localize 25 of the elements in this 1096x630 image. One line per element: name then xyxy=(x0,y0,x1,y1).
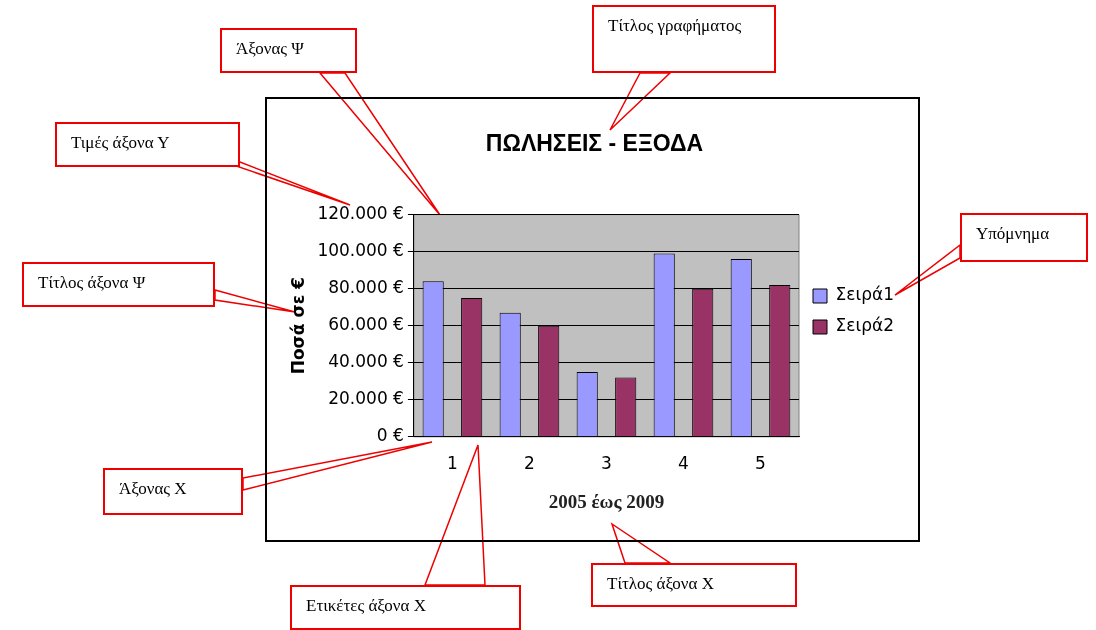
y-tick-label: 60.000 € xyxy=(328,314,404,335)
text: Τίτλος άξονα X xyxy=(591,563,797,607)
y-tick-label: 20.000 € xyxy=(328,388,404,409)
text: Ετικέτες άξονα X xyxy=(290,585,521,630)
y-axis-title: Ποσά σε € xyxy=(287,277,308,375)
legend-label: Σειρά2 xyxy=(835,315,894,336)
text: Υπόμνημα xyxy=(960,213,1088,262)
x-tick-label: 2 xyxy=(524,453,535,474)
y-tick-label: 80.000 € xyxy=(328,277,404,298)
x-tick-label: 1 xyxy=(447,453,458,474)
x-tick-label: 5 xyxy=(755,453,766,474)
x-axis-title: 2005 έως 2009 xyxy=(548,490,665,512)
chart-title: ΠΩΛΗΣΕΙΣ - ΕΞΟΔΑ xyxy=(485,130,704,157)
y-tick-label: 100.000 € xyxy=(317,240,404,261)
legend-label: Σειρά1 xyxy=(835,284,894,305)
y-tick-label: 120.000 € xyxy=(317,203,404,224)
text: Τίτλος άξονα Ψ xyxy=(22,262,215,307)
y-tick-label: 0 € xyxy=(376,425,404,446)
x-tick-label: 3 xyxy=(601,453,612,474)
text: Τίτλος γραφήματος xyxy=(592,5,776,73)
x-tick-label: 4 xyxy=(678,453,689,474)
text: Άξονας Ψ xyxy=(220,28,357,73)
text: Άξονας X xyxy=(103,468,243,515)
y-tick-label: 40.000 € xyxy=(328,351,404,372)
text: Τιμές άξονα Υ xyxy=(55,122,240,167)
